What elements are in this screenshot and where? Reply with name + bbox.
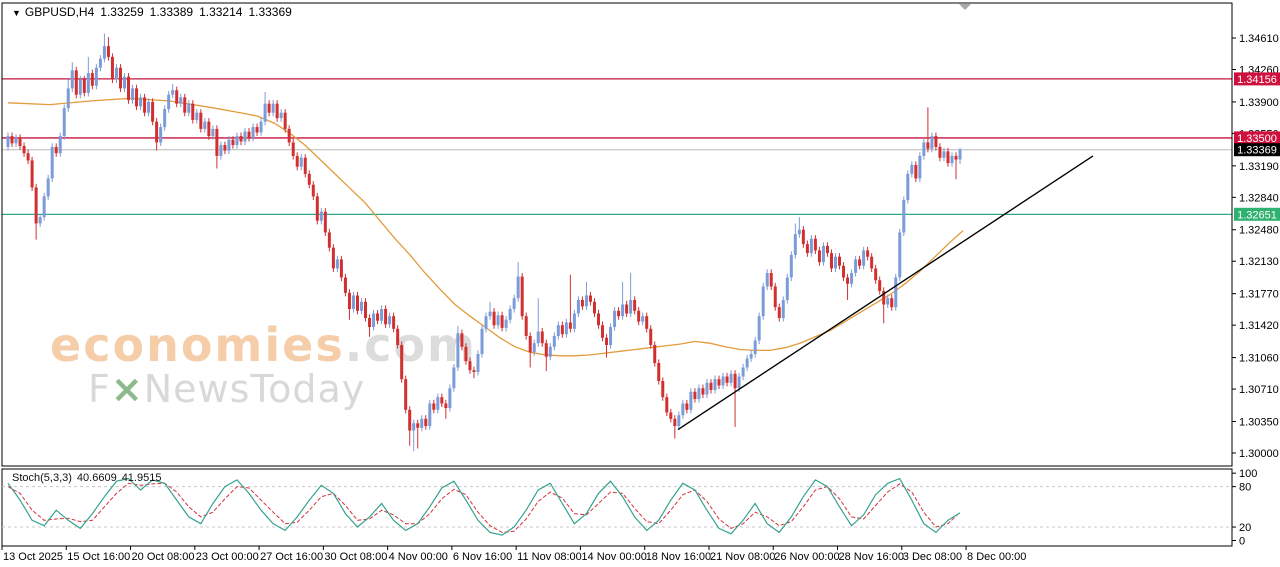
svg-text:0: 0 xyxy=(1239,536,1245,548)
svg-text:1.31420: 1.31420 xyxy=(1239,320,1279,332)
watermark-brand-suffix: .com xyxy=(344,318,477,372)
stochastic-k-value: 40.6609 xyxy=(76,472,117,484)
watermark-x-mark-icon: × xyxy=(110,367,144,411)
svg-text:1.31770: 1.31770 xyxy=(1239,289,1279,301)
svg-text:20 Oct 08:00: 20 Oct 08:00 xyxy=(132,551,195,563)
svg-text:1.30710: 1.30710 xyxy=(1239,384,1279,396)
svg-text:20: 20 xyxy=(1239,522,1251,534)
svg-text:1.32840: 1.32840 xyxy=(1239,192,1279,204)
watermark-tagline-f: F xyxy=(88,367,111,411)
svg-text:1.33369: 1.33369 xyxy=(1237,145,1277,157)
watermark-brand-line: economies.com xyxy=(50,322,477,368)
svg-text:21 Nov 08:00: 21 Nov 08:00 xyxy=(710,551,775,563)
svg-text:23 Oct 00:00: 23 Oct 00:00 xyxy=(196,551,259,563)
svg-text:1.34610: 1.34610 xyxy=(1239,33,1279,45)
symbol-dropdown-icon[interactable]: ▼ xyxy=(12,8,21,18)
watermark-brand: economies xyxy=(50,318,345,372)
svg-text:1.30350: 1.30350 xyxy=(1239,416,1279,428)
svg-text:1.30000: 1.30000 xyxy=(1239,448,1279,460)
open-value: 1.33259 xyxy=(100,5,144,19)
svg-text:1.33500: 1.33500 xyxy=(1237,133,1277,145)
close-value: 1.33369 xyxy=(248,5,292,19)
svg-text:1.33190: 1.33190 xyxy=(1239,161,1279,173)
svg-text:1.32651: 1.32651 xyxy=(1237,209,1277,221)
svg-text:30 Oct 08:00: 30 Oct 08:00 xyxy=(324,551,387,563)
svg-text:27 Oct 16:00: 27 Oct 16:00 xyxy=(260,551,323,563)
svg-text:3 Dec 08:00: 3 Dec 08:00 xyxy=(903,551,962,563)
svg-text:18 Nov 16:00: 18 Nov 16:00 xyxy=(646,551,711,563)
watermark-tagline-rest: NewsToday xyxy=(143,367,366,411)
svg-text:14 Nov 00:00: 14 Nov 00:00 xyxy=(581,551,646,563)
stochastic-indicator-label: Stoch(5,3,3) 40.6609 41.9515 xyxy=(12,472,166,484)
svg-text:1.33900: 1.33900 xyxy=(1239,97,1279,109)
stochastic-name: Stoch(5,3,3) xyxy=(12,472,72,484)
svg-text:13 Oct 2025: 13 Oct 2025 xyxy=(3,551,63,563)
svg-text:8 Dec 00:00: 8 Dec 00:00 xyxy=(967,551,1026,563)
svg-text:6 Nov 16:00: 6 Nov 16:00 xyxy=(453,551,512,563)
svg-text:28 Nov 16:00: 28 Nov 16:00 xyxy=(839,551,904,563)
stochastic-d-value: 41.9515 xyxy=(121,472,162,484)
svg-text:1.32480: 1.32480 xyxy=(1239,225,1279,237)
svg-text:4 Nov 00:00: 4 Nov 00:00 xyxy=(389,551,448,563)
svg-text:100: 100 xyxy=(1239,468,1257,480)
high-value: 1.33389 xyxy=(149,5,194,19)
chart-ohlc-header: ▼ GBPUSD,H4 1.33259 1.33389 1.33214 1.33369 xyxy=(12,5,298,19)
svg-text:15 Oct 16:00: 15 Oct 16:00 xyxy=(67,551,130,563)
watermark-tagline: F×NewsToday xyxy=(88,370,477,408)
svg-text:11 Nov 08:00: 11 Nov 08:00 xyxy=(517,551,582,563)
symbol-period-label: GBPUSD,H4 xyxy=(24,5,95,19)
svg-text:26 Nov 00:00: 26 Nov 00:00 xyxy=(774,551,839,563)
low-value: 1.33214 xyxy=(199,5,243,19)
svg-text:1.31060: 1.31060 xyxy=(1239,353,1279,365)
svg-text:1.32130: 1.32130 xyxy=(1239,256,1279,268)
watermark: economies.com F×NewsToday xyxy=(50,322,477,408)
svg-text:80: 80 xyxy=(1239,482,1251,494)
svg-text:1.34156: 1.34156 xyxy=(1237,74,1277,86)
